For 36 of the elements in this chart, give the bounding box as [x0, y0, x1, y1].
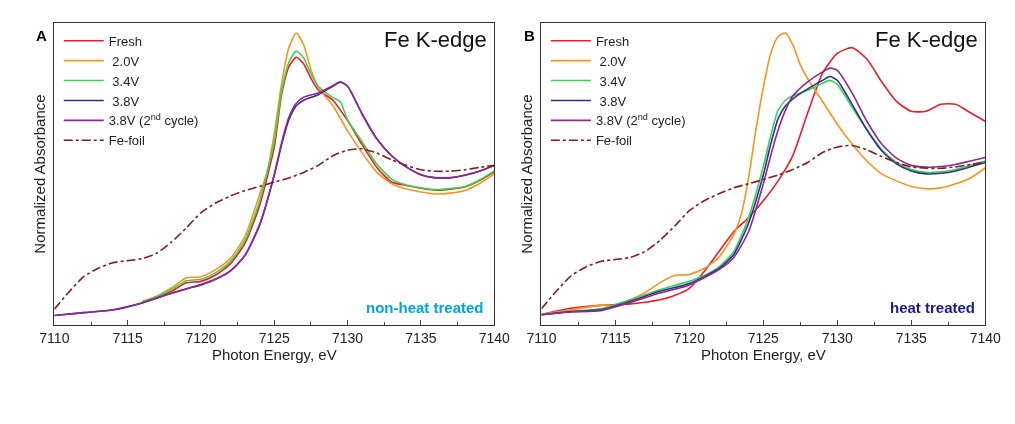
annotation: heat treated: [890, 299, 976, 316]
x-tick-label: 7115: [600, 330, 631, 346]
text: A: [36, 27, 47, 44]
text: B: [524, 27, 535, 44]
annotation: non-heat treated: [366, 299, 484, 316]
x-tick-label: 7130: [821, 330, 854, 346]
y-axis-title: Normalized Absorbance: [30, 94, 48, 254]
x-tick-label: 7120: [185, 330, 217, 346]
legend-label: Fresh: [595, 33, 630, 49]
x-tick-label: 7140: [969, 330, 1001, 346]
legend-label: Fresh: [108, 33, 142, 49]
annotation: Fe K-edge: [875, 27, 978, 52]
x-tick-label: 7110: [39, 330, 70, 346]
legend-label: Fe-foil: [595, 133, 633, 149]
x-tick-label: 7135: [895, 330, 928, 346]
legend-label: 2.0V: [108, 53, 140, 69]
x-tick-label: 7125: [747, 330, 780, 346]
x-axis-title: Photon Energy, eV: [700, 346, 826, 363]
legend-label: 3.8V (2$^{nd}$ cycle): [595, 111, 686, 129]
annotation: Fe K-edge: [384, 27, 487, 52]
x-axis-title: Photon Energy, eV: [211, 346, 337, 363]
legend-label: 3.8V: [595, 93, 627, 109]
legend-label: Fe-foil: [108, 133, 145, 149]
x-tick-label: 7140: [478, 330, 510, 346]
x-tick-label: 7130: [332, 330, 364, 346]
legend-label: 3.4V: [108, 73, 140, 89]
legend-label: 2.0V: [595, 53, 627, 69]
y-axis-title: Normalized Absorbance: [517, 94, 535, 254]
legend-label: 3.4V: [595, 73, 627, 89]
x-tick-label: 7115: [112, 330, 143, 346]
x-tick-label: 7120: [673, 330, 706, 346]
legend-label: 3.8V (2$^{nd}$ cycle): [108, 111, 199, 129]
x-tick-label: 7135: [405, 330, 437, 346]
x-tick-label: 7110: [526, 330, 557, 346]
x-tick-label: 7125: [258, 330, 291, 346]
legend-label: 3.8V: [108, 93, 140, 109]
